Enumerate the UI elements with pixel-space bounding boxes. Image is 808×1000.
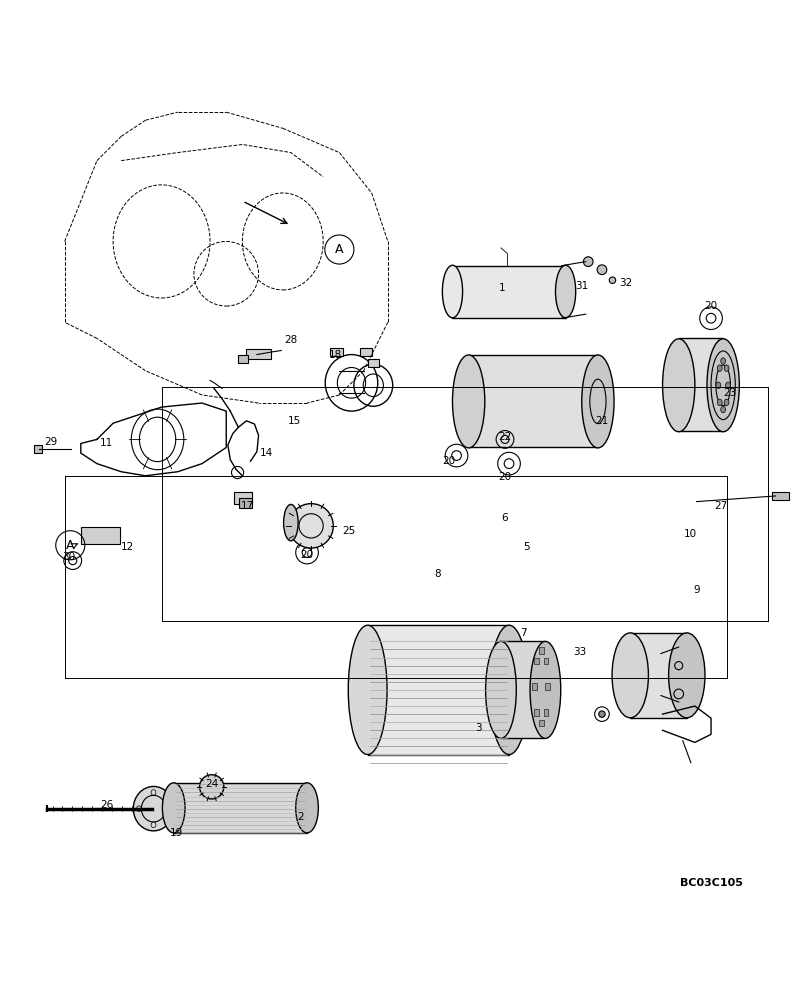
Text: 20: 20 (499, 472, 511, 482)
Bar (238, 355, 248, 363)
Bar (81, 527, 120, 544)
Text: 8: 8 (435, 569, 441, 579)
Ellipse shape (724, 399, 729, 406)
Bar (534, 709, 539, 716)
Bar (34, 445, 42, 453)
Text: 20: 20 (442, 456, 455, 466)
Ellipse shape (200, 775, 224, 799)
Bar (360, 348, 372, 356)
Ellipse shape (486, 641, 516, 738)
Bar (539, 647, 544, 654)
Ellipse shape (162, 783, 185, 833)
Text: 28: 28 (284, 335, 297, 345)
Ellipse shape (721, 406, 726, 413)
Text: 20: 20 (705, 301, 718, 311)
Ellipse shape (597, 265, 607, 275)
Bar (239, 498, 252, 508)
Ellipse shape (443, 265, 462, 318)
Ellipse shape (348, 625, 387, 755)
Text: 15: 15 (288, 416, 301, 426)
Ellipse shape (612, 633, 648, 718)
Bar (501, 641, 545, 738)
Text: 3: 3 (475, 723, 482, 733)
Text: 29: 29 (44, 437, 57, 447)
Text: 23: 23 (723, 388, 736, 398)
Text: 24: 24 (205, 779, 218, 789)
Bar (452, 266, 566, 318)
Bar (246, 349, 271, 359)
Text: 2: 2 (297, 812, 304, 822)
Text: 1: 1 (499, 283, 506, 293)
Bar (532, 683, 537, 690)
Ellipse shape (555, 265, 575, 318)
Text: 32: 32 (620, 278, 633, 288)
Bar (544, 709, 549, 716)
Ellipse shape (289, 504, 333, 548)
Ellipse shape (707, 339, 739, 432)
Text: 9: 9 (693, 585, 700, 595)
Text: 33: 33 (574, 647, 587, 657)
Bar (534, 658, 539, 664)
Text: 27: 27 (714, 501, 727, 511)
Text: 7: 7 (520, 628, 527, 638)
Text: 5: 5 (524, 542, 530, 552)
Text: 25: 25 (343, 526, 356, 536)
Ellipse shape (609, 277, 616, 283)
Text: 18: 18 (329, 350, 342, 360)
Text: A: A (335, 243, 343, 256)
Ellipse shape (721, 358, 726, 364)
Bar (174, 783, 307, 833)
Text: 21: 21 (595, 416, 608, 426)
Ellipse shape (582, 355, 614, 448)
Text: 31: 31 (575, 281, 588, 291)
Bar (368, 625, 509, 755)
Bar (539, 720, 544, 726)
Ellipse shape (583, 257, 593, 266)
Bar (679, 338, 723, 431)
Bar (545, 683, 550, 690)
Ellipse shape (452, 355, 485, 448)
Text: 6: 6 (502, 513, 508, 523)
Text: 12: 12 (121, 542, 134, 552)
Bar (368, 359, 379, 367)
Ellipse shape (599, 711, 605, 717)
Text: A: A (66, 539, 74, 552)
Text: 19: 19 (170, 828, 183, 838)
Text: 22: 22 (499, 432, 511, 442)
Bar (544, 658, 549, 664)
Ellipse shape (296, 783, 318, 833)
Text: BC03C105: BC03C105 (680, 878, 743, 888)
Ellipse shape (724, 365, 729, 371)
Bar (469, 355, 598, 447)
Ellipse shape (718, 365, 722, 371)
Text: 17: 17 (241, 501, 254, 511)
Ellipse shape (718, 399, 722, 406)
Text: 20: 20 (301, 550, 314, 560)
Bar (630, 633, 687, 718)
Bar (772, 492, 789, 500)
Ellipse shape (726, 382, 730, 388)
Ellipse shape (284, 504, 298, 541)
Text: 14: 14 (260, 448, 273, 458)
Text: 10: 10 (684, 529, 697, 539)
Ellipse shape (716, 382, 721, 388)
Bar (330, 348, 343, 356)
Text: 30: 30 (62, 552, 75, 562)
Ellipse shape (530, 641, 561, 738)
Text: 26: 26 (100, 800, 113, 810)
Ellipse shape (669, 633, 705, 718)
Ellipse shape (663, 339, 695, 432)
Bar (234, 492, 252, 504)
Ellipse shape (133, 786, 174, 831)
Ellipse shape (490, 625, 528, 755)
Text: 11: 11 (100, 438, 113, 448)
